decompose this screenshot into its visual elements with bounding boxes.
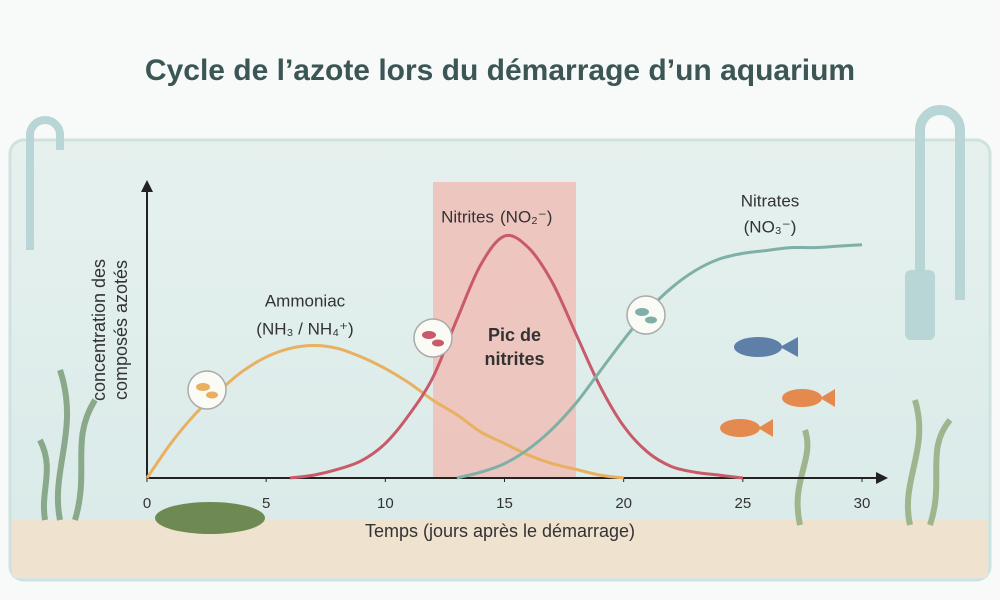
- x-tick-label: 20: [615, 495, 632, 512]
- x-tick-label: 30: [854, 495, 871, 512]
- bacteria-icon: [422, 331, 436, 339]
- series-line: [289, 233, 744, 480]
- x-tick-label: 15: [496, 495, 513, 512]
- bacteria-icon: [432, 339, 444, 347]
- plant: [37, 369, 98, 521]
- highlight-label: Pic de: [488, 325, 541, 345]
- series-formula: (NH₃ / NH₄⁺): [256, 319, 353, 338]
- plant: [794, 399, 953, 526]
- y-axis-label: composés azotés: [111, 260, 131, 400]
- filter: [915, 105, 965, 330]
- series-line: [456, 243, 863, 480]
- x-axis-label: Temps (jours après le démarrage): [365, 521, 635, 541]
- bacteria-icon: [645, 316, 657, 324]
- highlight-label: nitrites: [484, 349, 544, 369]
- series-formula: (NO₃⁻): [744, 217, 797, 236]
- x-tick-label: 25: [734, 495, 751, 512]
- series-name: Ammoniac: [265, 291, 346, 310]
- moss: [155, 502, 265, 534]
- series-name: Nitrates: [741, 191, 800, 210]
- tube: [26, 116, 64, 250]
- x-tick-label: 10: [377, 495, 394, 512]
- x-arrow: [876, 472, 888, 484]
- x-tick-label: 5: [262, 495, 270, 512]
- y-arrow: [141, 180, 153, 192]
- y-axis-label: concentration des: [89, 259, 109, 401]
- x-tick-label: 0: [143, 495, 151, 512]
- filter-box: [905, 270, 935, 340]
- bacteria-icon: [196, 383, 210, 391]
- chart-title: Cycle de l’azote lors du démarrage d’un …: [145, 54, 855, 87]
- series-name: Nitrites: [441, 207, 494, 226]
- bacteria-icon: [206, 391, 218, 399]
- bacteria-icon: [635, 308, 649, 316]
- series-formula: (NO₂⁻): [500, 207, 552, 226]
- fish: [720, 337, 835, 437]
